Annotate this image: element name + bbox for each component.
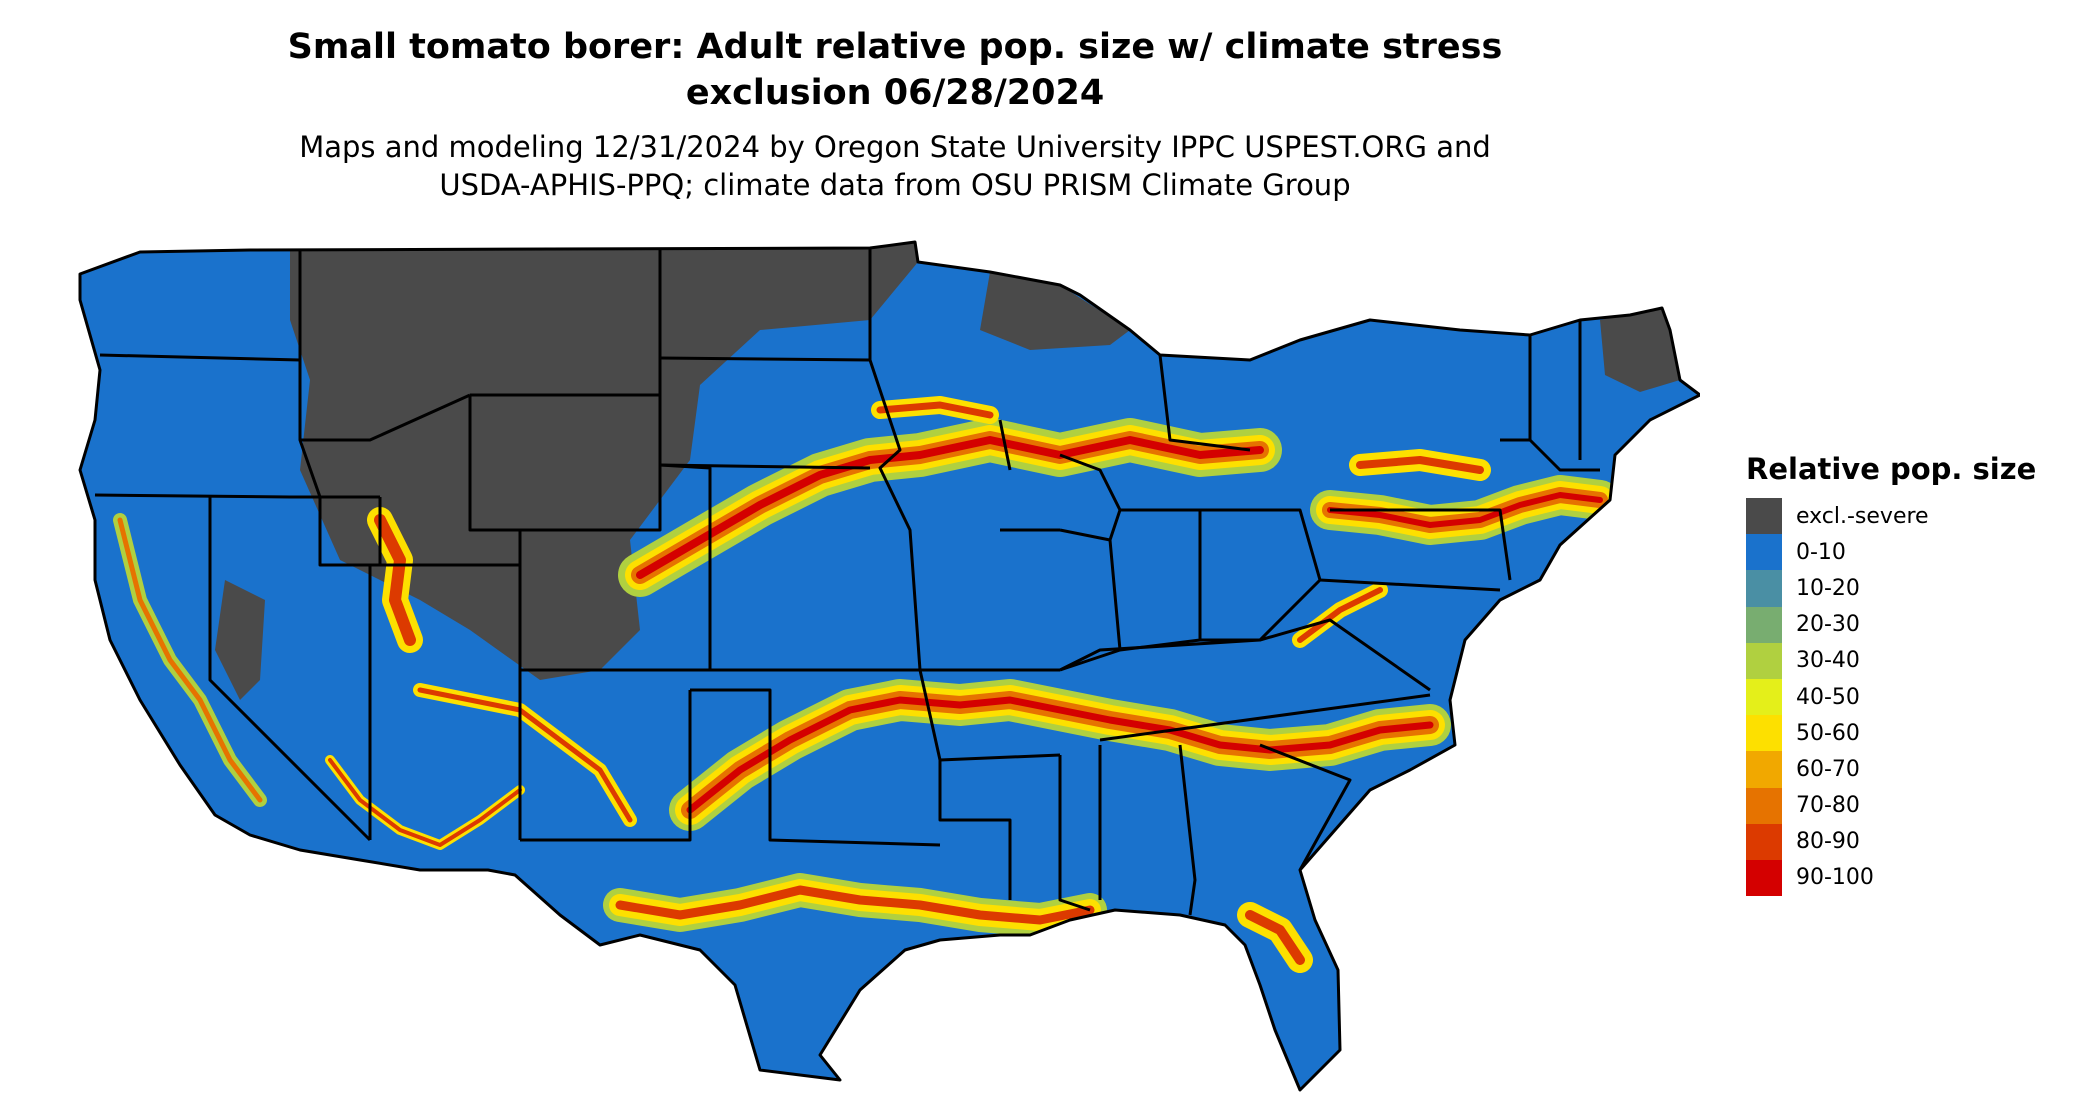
us-population-map <box>78 240 1700 1092</box>
legend-item: 90-100 <box>1746 859 2036 897</box>
legend-label: 50-60 <box>1796 720 1860 746</box>
legend-item: 60-70 <box>1746 751 2036 788</box>
legend-label: 90-100 <box>1796 865 1874 891</box>
legend-item: excl.-severe <box>1746 498 2036 535</box>
legend-swatch <box>1746 823 1782 860</box>
legend-item: 0-10 <box>1746 534 2036 571</box>
legend-label: excl.-severe <box>1796 503 1929 529</box>
legend-swatch <box>1746 606 1782 643</box>
legend-label: 30-40 <box>1796 648 1860 674</box>
band-northeast <box>1310 449 1620 545</box>
band-southwest <box>113 507 637 850</box>
legend-swatch <box>1746 642 1782 679</box>
legend-items: excl.-severe 0-10 10-20 20-30 30-40 40-50 50-6… <box>1746 498 2036 897</box>
legend-item: 80-90 <box>1746 823 2036 860</box>
legend-item: 50-60 <box>1746 715 2036 752</box>
legend: Relative pop. size excl.-severe 0-10 10-20… <box>1746 452 2037 897</box>
legend-item: 70-80 <box>1746 787 2036 824</box>
excluded-region-northern-plains <box>290 242 918 680</box>
legend-swatch <box>1746 498 1782 535</box>
legend-label: 20-30 <box>1796 612 1860 638</box>
state-boundaries <box>78 240 1700 1092</box>
band-northern <box>618 396 1282 597</box>
band-gulf-coast <box>603 873 1313 973</box>
title-line-2: exclusion 06/28/2024 <box>685 73 1105 113</box>
legend-label: 60-70 <box>1796 756 1860 782</box>
legend-swatch <box>1746 534 1782 571</box>
excluded-region-maine <box>1600 308 1680 392</box>
excluded-region-nevada <box>215 580 265 700</box>
subtitle-line-1: Maps and modeling 12/31/2024 by Oregon S… <box>299 130 1491 164</box>
legend-swatch <box>1746 859 1782 897</box>
map-subtitle: Maps and modeling 12/31/2024 by Oregon S… <box>0 128 1790 204</box>
legend-swatch <box>1746 678 1782 716</box>
band-southern <box>669 582 1451 831</box>
legend-label: 40-50 <box>1796 684 1860 710</box>
legend-swatch <box>1746 570 1782 607</box>
legend-title: Relative pop. size <box>1746 452 2037 486</box>
legend-item: 10-20 <box>1746 570 2036 607</box>
legend-label: 80-90 <box>1796 829 1860 855</box>
legend-swatch <box>1746 751 1782 788</box>
legend-item: 20-30 <box>1746 606 2036 643</box>
legend-label: 10-20 <box>1796 575 1860 601</box>
legend-item: 40-50 <box>1746 678 2036 716</box>
title-line-1: Small tomato borer: Adult relative pop. … <box>287 27 1503 67</box>
legend-item: 30-40 <box>1746 642 2036 679</box>
legend-swatch <box>1746 715 1782 752</box>
excluded-region-upper-midwest <box>980 272 1130 350</box>
legend-label: 0-10 <box>1796 539 1846 565</box>
legend-label: 70-80 <box>1796 793 1860 819</box>
legend-swatch <box>1746 787 1782 824</box>
map-title: Small tomato borer: Adult relative pop. … <box>0 24 1790 116</box>
subtitle-line-2: USDA-APHIS-PPQ; climate data from OSU PR… <box>439 168 1351 202</box>
